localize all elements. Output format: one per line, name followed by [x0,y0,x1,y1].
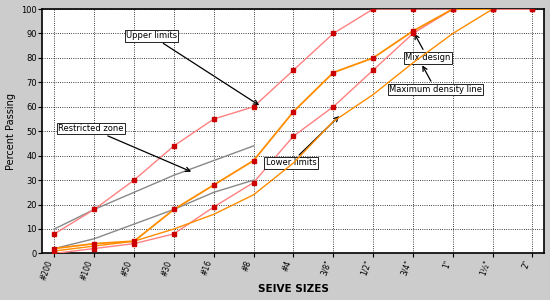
Y-axis label: Percent Passing: Percent Passing [6,93,15,170]
Text: Lower limits: Lower limits [266,117,338,167]
Text: Maximum density line: Maximum density line [389,67,482,94]
Text: Mix design: Mix design [405,35,450,62]
Text: Upper limits: Upper limits [126,32,258,104]
X-axis label: SEIVE SIZES: SEIVE SIZES [258,284,329,294]
Text: Restricted zone: Restricted zone [58,124,190,171]
